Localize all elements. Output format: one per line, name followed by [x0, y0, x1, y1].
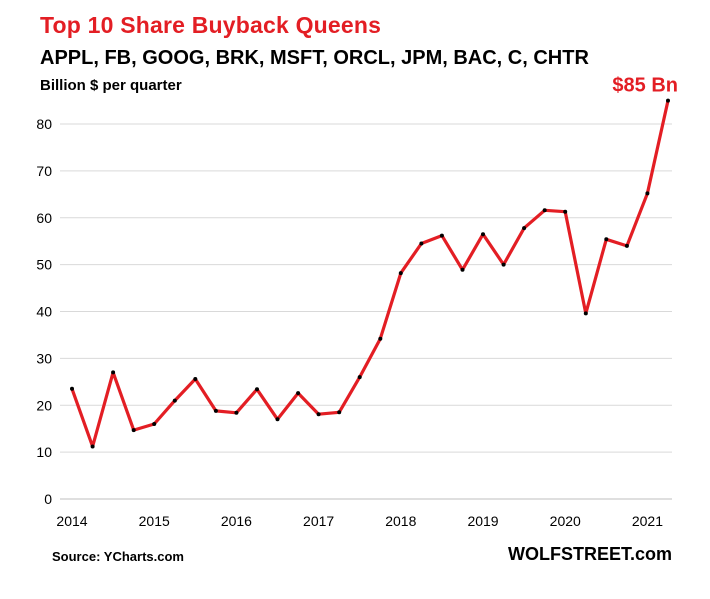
end-value-annotation: $85 Bn: [612, 75, 678, 97]
data-point: [337, 410, 342, 415]
x-tick-label: 2020: [550, 513, 581, 529]
x-tick-label: 2021: [632, 513, 663, 529]
axes: 0 10 20 30 40 50 60 70 80 2014 2015 2016 2017 2018 201…: [36, 116, 663, 529]
data-point: [111, 370, 116, 375]
markers-layer: [70, 98, 670, 449]
data-point: [275, 417, 280, 422]
y-tick-label: 40: [36, 304, 52, 320]
data-point: [481, 232, 485, 237]
x-tick-label: 2014: [56, 513, 87, 529]
series-layer: [70, 98, 670, 449]
data-point: [90, 444, 95, 449]
y-tick-label: 80: [36, 116, 52, 132]
data-point: [666, 98, 670, 103]
x-tick-label: 2015: [139, 513, 170, 529]
data-point: [645, 191, 650, 196]
y-tick-label: 60: [36, 210, 52, 226]
chart-subtitle: APPL, FB, GOOG, BRK, MSFT, ORCL, JPM, BA…: [40, 47, 589, 69]
data-point: [316, 412, 321, 417]
data-point: [70, 386, 74, 391]
x-tick-label: 2019: [467, 513, 498, 529]
y-tick-label: 10: [36, 444, 52, 460]
data-point: [172, 398, 177, 403]
data-point: [419, 241, 424, 246]
x-tick-label: 2017: [303, 513, 334, 529]
data-point: [583, 311, 588, 316]
y-tick-label: 70: [36, 163, 52, 179]
y-tick-label: 20: [36, 397, 52, 413]
data-point: [152, 422, 157, 426]
data-point: [193, 377, 198, 381]
x-tick-label: 2018: [385, 513, 416, 529]
data-point: [213, 408, 218, 413]
y-tick-label: 50: [36, 257, 52, 273]
gridlines: [60, 123, 672, 500]
y-axis-unit-label: Billion $ per quarter: [40, 77, 182, 94]
brand-logo-text: WOLFSTREET.com: [507, 544, 672, 564]
data-point: [624, 243, 629, 248]
data-point: [563, 209, 568, 214]
y-tick-label: 0: [44, 491, 52, 507]
chart-title: Top 10 Share Buyback Queens: [40, 12, 382, 38]
data-point: [234, 410, 239, 415]
data-point: [357, 375, 362, 380]
x-tick-label: 2016: [221, 513, 252, 529]
source-note: Source: YCharts.com: [52, 549, 184, 564]
data-point: [378, 336, 383, 341]
data-point: [522, 226, 527, 231]
data-point: [501, 262, 506, 267]
data-point: [460, 267, 465, 272]
data-point: [131, 428, 136, 433]
data-point: [398, 271, 403, 276]
series-line: [70, 98, 670, 449]
data-point: [255, 387, 259, 392]
data-point: [296, 391, 301, 396]
y-tick-label: 30: [36, 350, 52, 366]
data-point: [604, 237, 609, 242]
data-point: [542, 208, 547, 213]
data-point: [439, 233, 444, 238]
